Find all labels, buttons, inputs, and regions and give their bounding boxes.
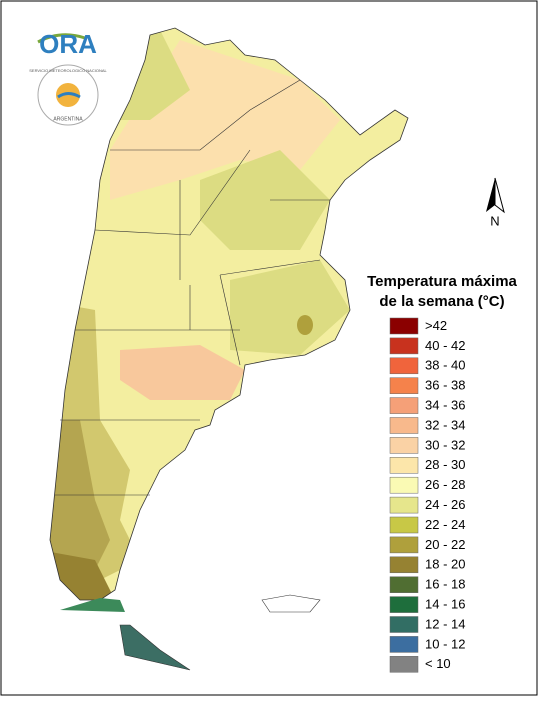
legend-swatch bbox=[389, 337, 419, 355]
legend-title: de la semana (°C) bbox=[379, 293, 504, 310]
legend-label: 40 - 42 bbox=[425, 338, 465, 353]
province-lines bbox=[55, 79, 330, 496]
zone-24-26 bbox=[230, 260, 350, 355]
legend-swatch bbox=[389, 317, 419, 335]
legend-swatch bbox=[389, 417, 419, 434]
legend-swatch bbox=[389, 596, 419, 613]
legend-label: 36 - 38 bbox=[425, 378, 465, 393]
zone-20-22 bbox=[297, 315, 313, 335]
compass-label: N bbox=[490, 213, 499, 228]
zone-32-34 bbox=[120, 345, 245, 400]
legend-swatch bbox=[389, 397, 419, 414]
legend-label: 22 - 24 bbox=[425, 517, 465, 532]
legend-label: 14 - 16 bbox=[425, 597, 465, 612]
legend-label: 38 - 40 bbox=[425, 358, 465, 373]
legend-swatch bbox=[389, 357, 419, 375]
legend-label: 30 - 32 bbox=[425, 437, 465, 452]
zone-14-16 bbox=[60, 598, 125, 612]
legend-swatch bbox=[389, 457, 419, 474]
logo-text: ORA bbox=[39, 29, 97, 59]
legend-swatch bbox=[389, 576, 419, 593]
tierra-del-fuego bbox=[119, 624, 191, 671]
compass-arrow bbox=[486, 178, 495, 212]
legend-swatch bbox=[389, 377, 419, 394]
legend-swatch bbox=[389, 516, 419, 534]
logo-swoosh bbox=[37, 33, 86, 44]
legend-title: Temperatura máxima bbox=[367, 273, 517, 290]
legend: Temperatura máxima de la semana (°C) >42… bbox=[367, 273, 518, 673]
seal-wave bbox=[57, 92, 81, 99]
country-outline bbox=[49, 27, 409, 601]
legend-swatch bbox=[389, 437, 419, 454]
legend-swatch bbox=[389, 556, 419, 574]
legend-label: < 10 bbox=[425, 656, 451, 671]
logo: ORA SERVICIO METEOROLOGICO NACIONAL ARGE… bbox=[29, 29, 108, 126]
legend-label: 28 - 30 bbox=[425, 457, 465, 472]
legend-swatch bbox=[389, 656, 419, 673]
legend-swatch bbox=[389, 536, 419, 554]
legend-swatch bbox=[389, 476, 419, 494]
legend-swatch bbox=[389, 636, 419, 653]
islands bbox=[261, 594, 321, 613]
legend-swatch bbox=[389, 496, 419, 514]
legend-label: >42 bbox=[425, 318, 447, 333]
seal-bottom: ARGENTINA bbox=[53, 116, 83, 122]
legend-label: 26 - 28 bbox=[425, 477, 465, 492]
compass: N bbox=[486, 177, 505, 228]
legend-label: 12 - 14 bbox=[425, 616, 465, 631]
legend-label: 16 - 18 bbox=[425, 577, 465, 592]
legend-label: 34 - 36 bbox=[425, 398, 465, 413]
legend-label: 32 - 34 bbox=[425, 417, 465, 432]
compass-arrow bbox=[494, 177, 505, 214]
legend-label: 10 - 12 bbox=[425, 636, 465, 651]
legend-label: 24 - 26 bbox=[425, 497, 465, 512]
seal-top: SERVICIO METEOROLOGICO NACIONAL bbox=[29, 68, 107, 73]
legend-swatch bbox=[389, 616, 419, 633]
legend-label: 18 - 20 bbox=[425, 557, 465, 572]
legend-label: 20 - 22 bbox=[425, 537, 465, 552]
